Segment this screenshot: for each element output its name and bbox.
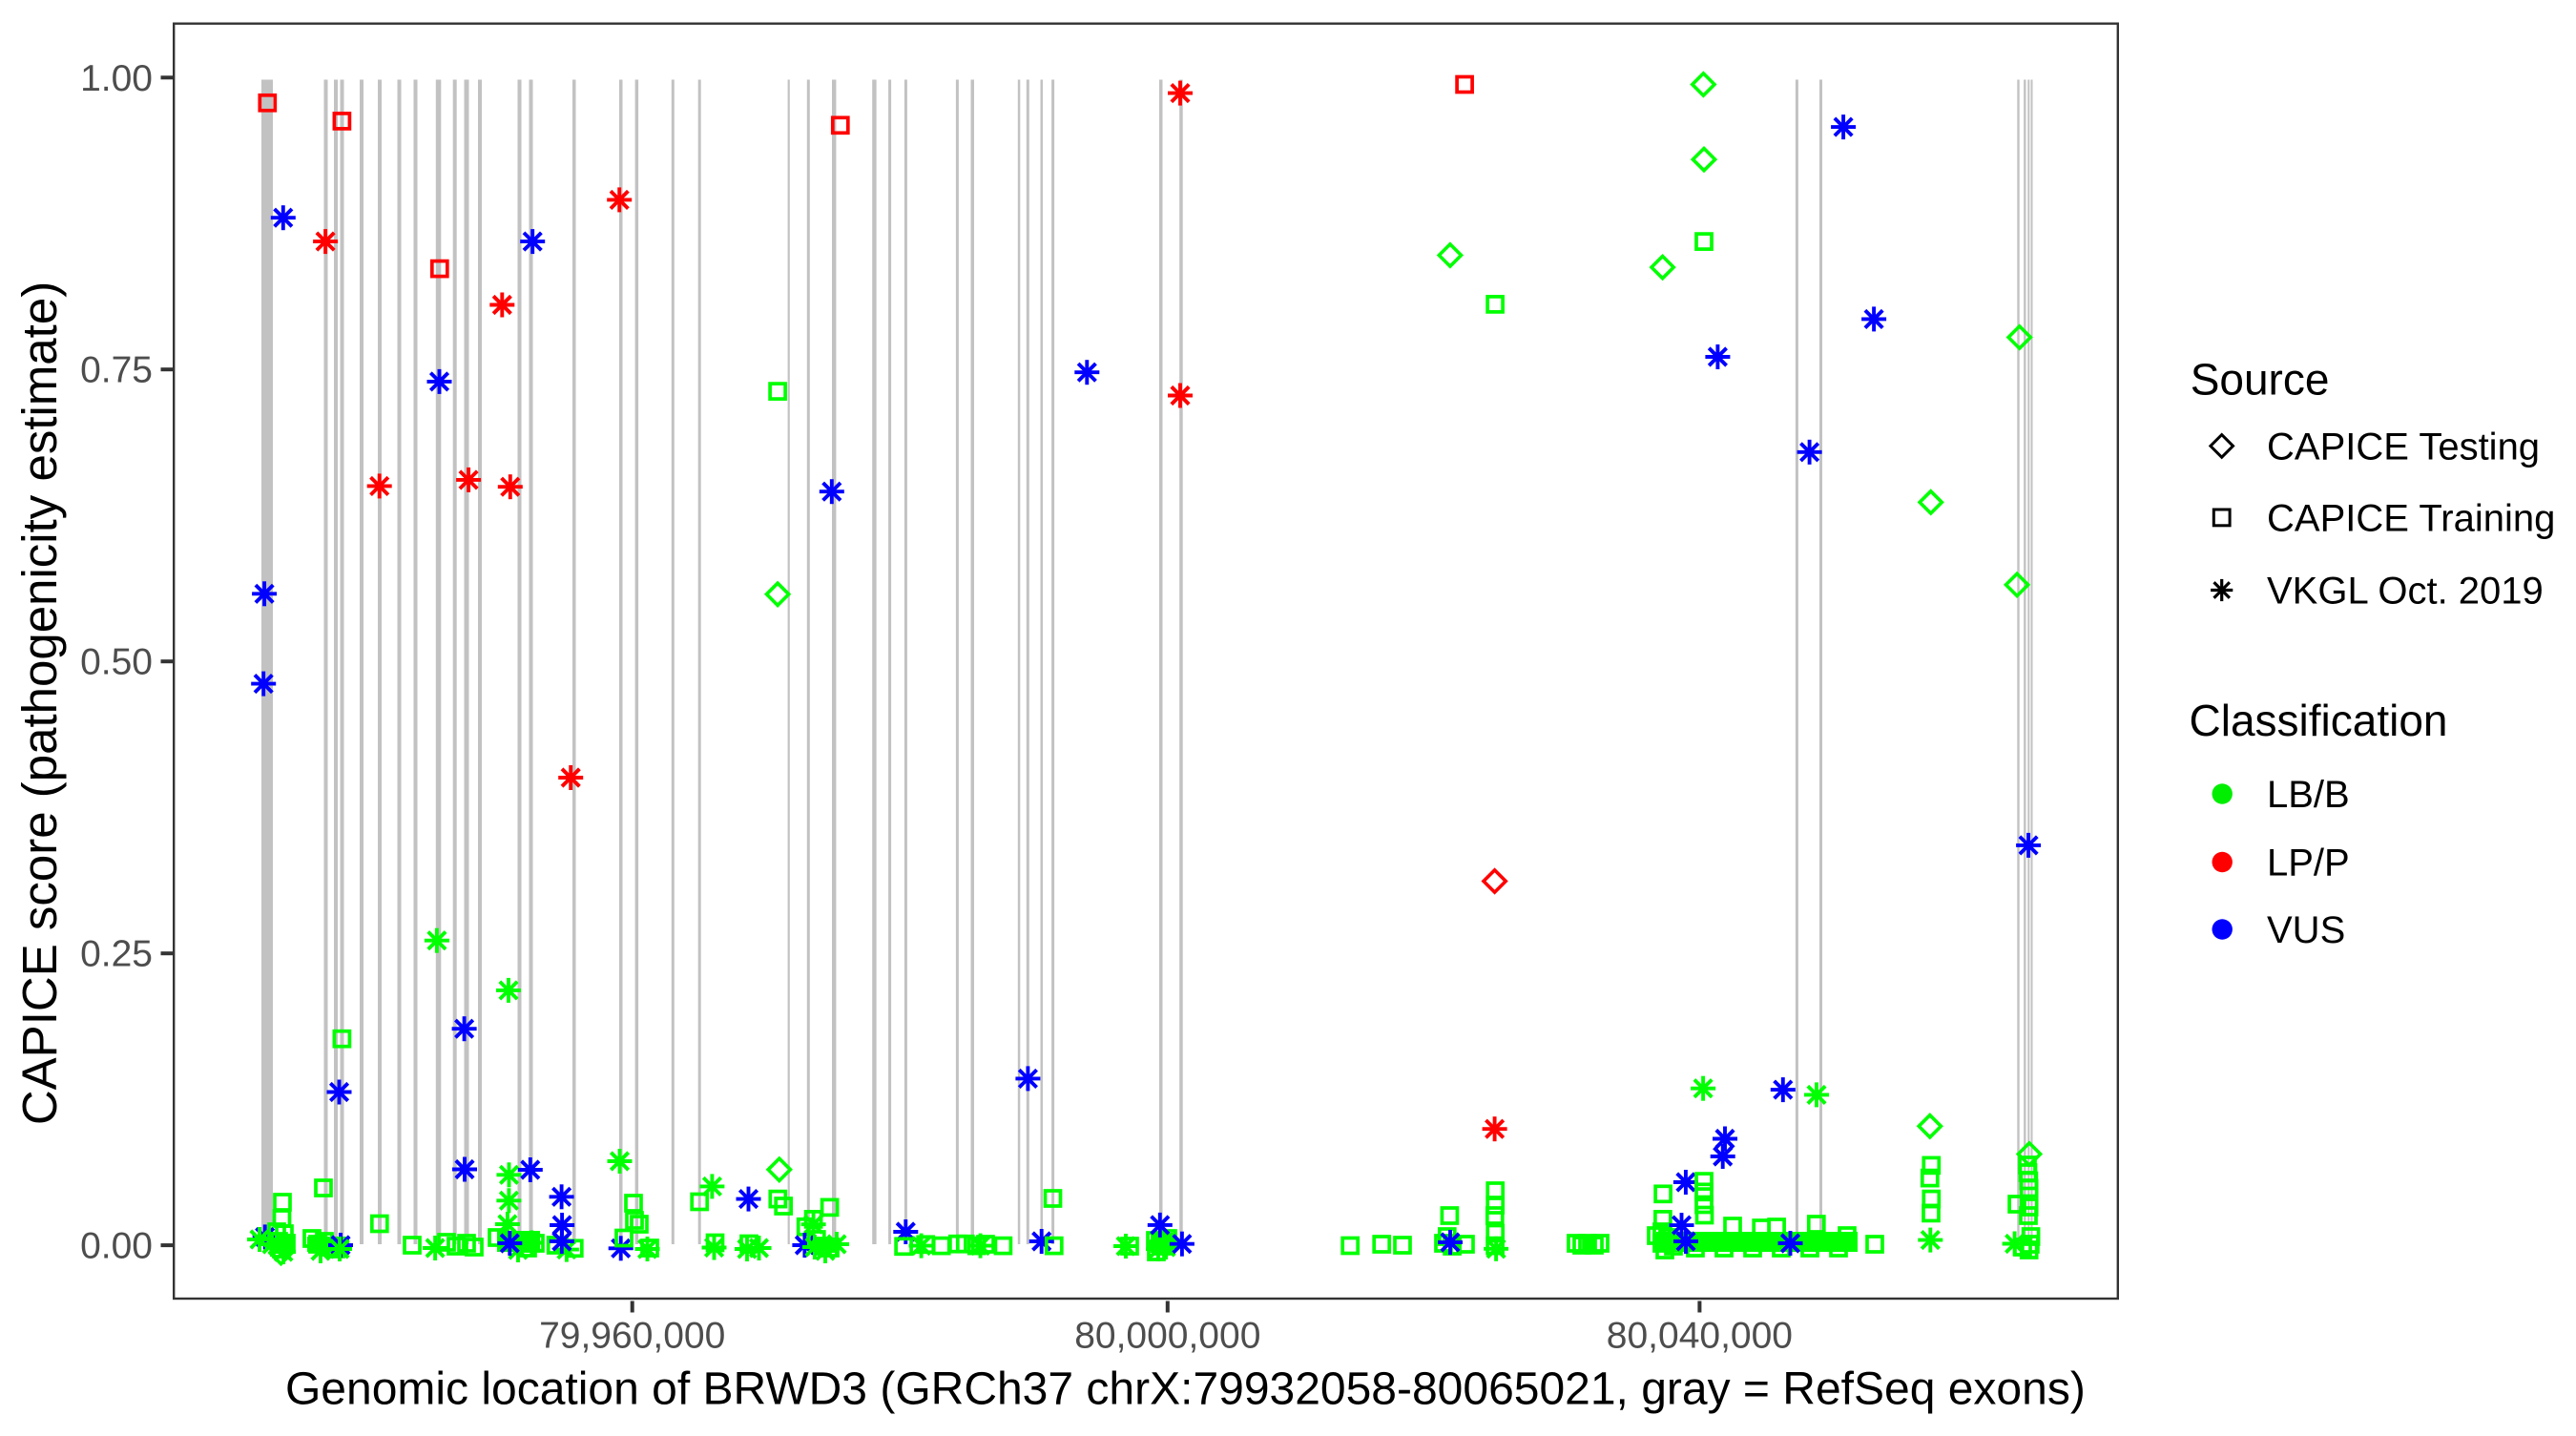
svg-text:80,000,000: 80,000,000 bbox=[1074, 1316, 1260, 1357]
svg-text:0.75: 0.75 bbox=[80, 350, 153, 391]
svg-text:Genomic location of BRWD3 (GRC: Genomic location of BRWD3 (GRCh37 chrX:7… bbox=[285, 1364, 2086, 1415]
svg-text:LP/P: LP/P bbox=[2267, 843, 2350, 884]
svg-text:LB/B: LB/B bbox=[2267, 774, 2350, 816]
svg-text:Source: Source bbox=[2191, 355, 2330, 405]
svg-text:0.00: 0.00 bbox=[80, 1226, 153, 1267]
svg-text:1.00: 1.00 bbox=[80, 58, 153, 99]
svg-text:VUS: VUS bbox=[2267, 909, 2345, 951]
svg-text:80,040,000: 80,040,000 bbox=[1607, 1316, 1793, 1357]
svg-text:0.50: 0.50 bbox=[80, 642, 153, 683]
svg-text:79,960,000: 79,960,000 bbox=[539, 1316, 725, 1357]
svg-text:VKGL Oct. 2019: VKGL Oct. 2019 bbox=[2267, 571, 2544, 613]
svg-text:CAPICE score (pathogenicity es: CAPICE score (pathogenicity estimate) bbox=[12, 281, 67, 1125]
svg-text:Classification: Classification bbox=[2190, 696, 2448, 745]
svg-text:CAPICE Training: CAPICE Training bbox=[2267, 497, 2555, 539]
svg-text:CAPICE Testing: CAPICE Testing bbox=[2267, 426, 2540, 468]
svg-text:0.25: 0.25 bbox=[80, 934, 153, 975]
